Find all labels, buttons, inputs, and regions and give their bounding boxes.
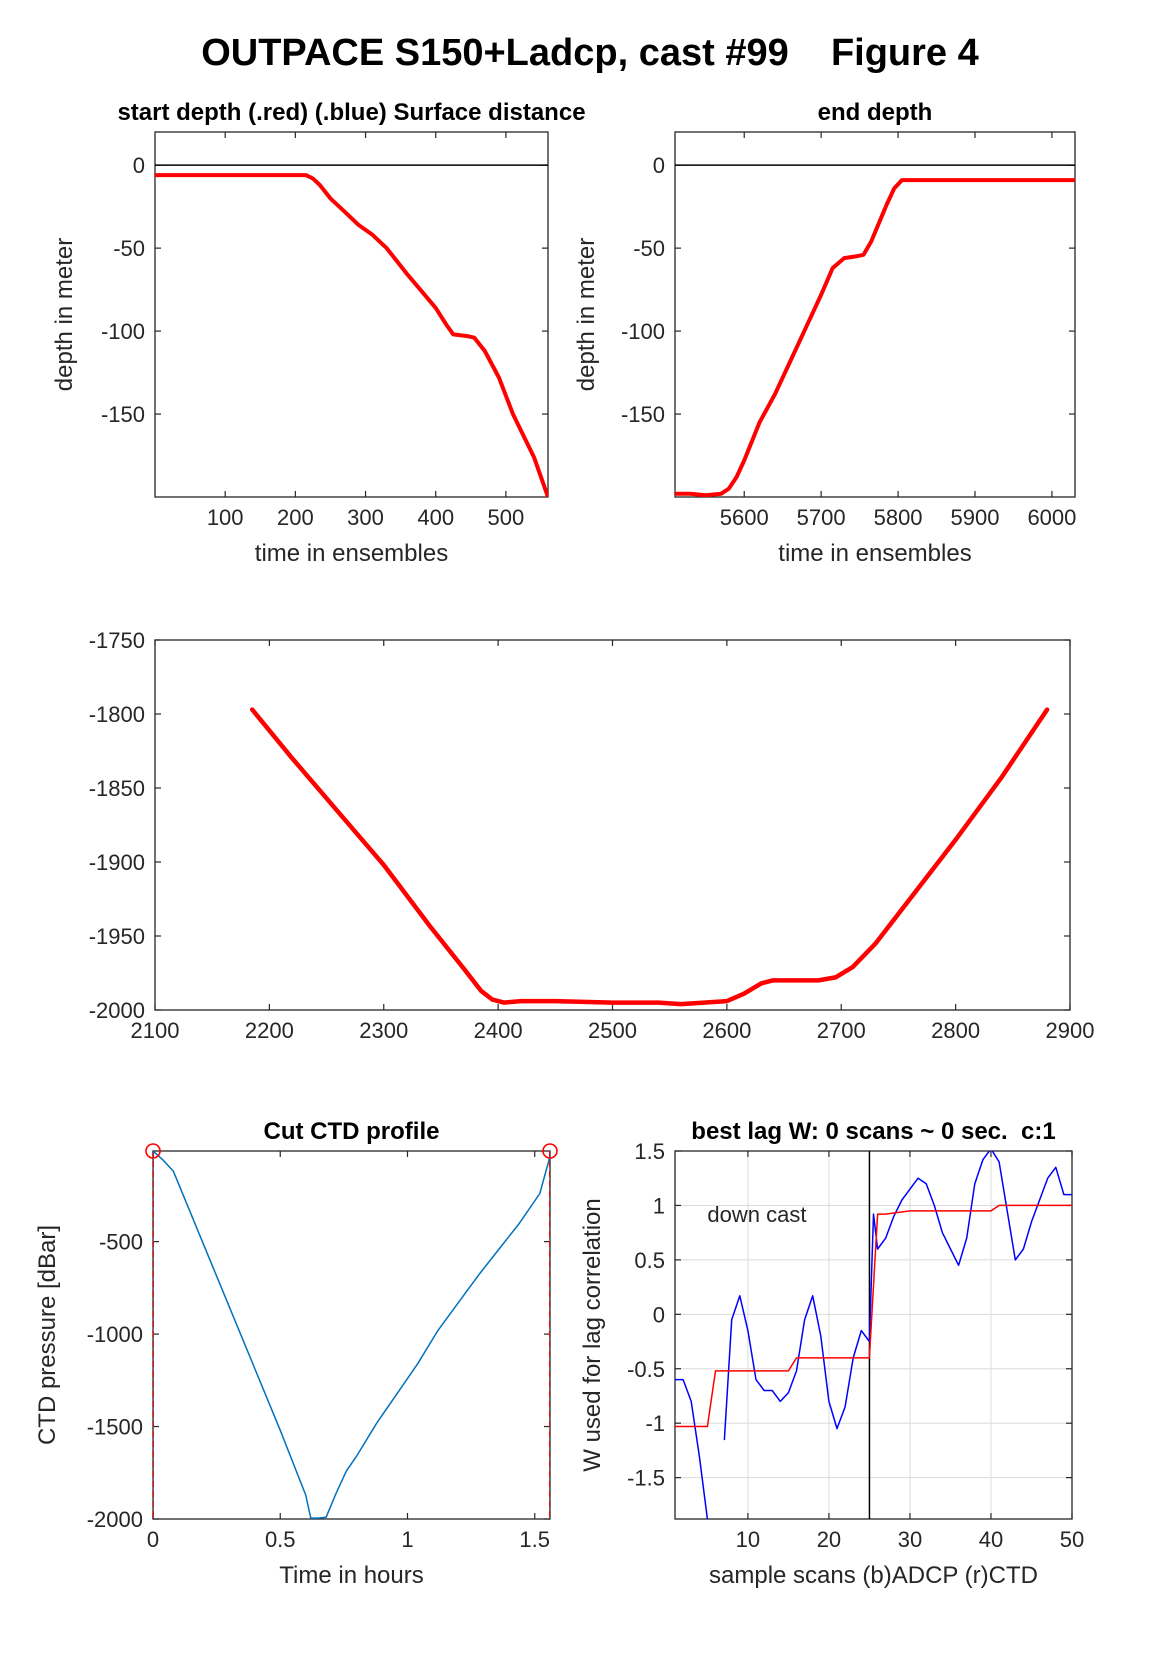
chart-start: 100 200 300 400 500 0 -50 -100 -150 start depth (… [51, 99, 586, 567]
y-tick-label: 1.5 [634, 1139, 665, 1164]
series-line-1 [155, 173, 548, 497]
y-tick-label: -1900 [89, 850, 145, 875]
series-line-1 [675, 1151, 1072, 1519]
x-axis-label: time in ensembles [255, 540, 448, 567]
x-tick-label: 2800 [931, 1018, 980, 1043]
axes-frame [674, 1150, 1073, 1520]
x-tick-label: 50 [1060, 1527, 1084, 1552]
y-tick-label: 0.5 [634, 1248, 665, 1273]
series-line-2 [675, 1204, 1072, 1428]
y-axis-label: depth in meter [573, 238, 600, 391]
chart-title: Cut CTD profile [264, 1118, 440, 1145]
chart-title: start depth (.red) (.blue) Surface dista… [117, 99, 585, 126]
y-tick-label: 0 [133, 153, 145, 178]
plot-area [675, 1151, 1072, 1519]
y-tick-label: -1500 [87, 1415, 143, 1440]
y-tick-label: -150 [101, 402, 145, 427]
x-tick-label: 0.5 [265, 1527, 296, 1552]
y-tick-label: -1800 [89, 702, 145, 727]
x-tick-label: 1.5 [519, 1527, 550, 1552]
x-tick-label: 2900 [1046, 1018, 1095, 1043]
y-tick-label: -500 [99, 1230, 143, 1255]
series-line-1 [675, 178, 1075, 497]
x-tick-label: 5600 [720, 505, 769, 530]
x-axis-label: Time in hours [279, 1562, 424, 1589]
x-tick-label: 20 [817, 1527, 841, 1552]
endpoint-marker [542, 1143, 558, 1159]
x-tick-label: 5700 [797, 505, 846, 530]
x-tick-label: 0 [147, 1527, 159, 1552]
y-tick-label: -100 [101, 319, 145, 344]
axes-frame [154, 639, 1071, 1011]
x-tick-label: 2400 [474, 1018, 523, 1043]
chart-lag: 10 20 30 40 50 1.5 1 0.5 0 -0.5 -1 -1.5 best lag W: … [579, 1118, 1084, 1589]
plot-area [249, 707, 1050, 1007]
figure-title: OUTPACE S150+Ladcp, cast #99 Figure 4 [201, 32, 979, 74]
plot-area [153, 1151, 550, 1519]
y-tick-label: -2000 [87, 1507, 143, 1532]
x-tick-label: 2200 [245, 1018, 294, 1043]
chart-title: best lag W: 0 scans ~ 0 sec. c:1 [691, 1118, 1055, 1145]
x-tick-label: 2700 [817, 1018, 866, 1043]
chart-bottom: 2100 2200 2300 2400 2500 2600 2700 2800 2900 -175… [89, 628, 1095, 1043]
y-tick-label: 1 [653, 1193, 665, 1218]
x-tick-label: 10 [736, 1527, 760, 1552]
y-tick-label: -0.5 [627, 1357, 665, 1382]
x-tick-label: 2600 [702, 1018, 751, 1043]
y-tick-label: -1000 [87, 1322, 143, 1347]
endpoint-marker [145, 1143, 161, 1159]
y-axis-label: W used for lag correlation [579, 1198, 606, 1471]
chart-title: end depth [818, 99, 933, 126]
x-tick-label: 30 [898, 1527, 922, 1552]
x-axis-label: sample scans (b)ADCP (r)CTD [709, 1562, 1038, 1589]
x-tick-label: 5800 [874, 505, 923, 530]
y-tick-label: -1850 [89, 776, 145, 801]
axes-frame [154, 131, 549, 498]
x-tick-label: 500 [488, 505, 525, 530]
x-tick-label: 2300 [359, 1018, 408, 1043]
y-tick-label: -50 [113, 236, 145, 261]
y-axis-label: CTD pressure [dBar] [34, 1225, 61, 1445]
x-tick-label: 5900 [951, 505, 1000, 530]
plot-area [675, 164, 1075, 497]
y-tick-label: 0 [653, 153, 665, 178]
x-tick-label: 1 [401, 1527, 413, 1552]
series-line-1 [153, 1151, 550, 1519]
x-tick-label: 40 [979, 1527, 1003, 1552]
y-tick-label: 0 [653, 1302, 665, 1327]
x-tick-label: 200 [277, 505, 314, 530]
x-tick-label: 2100 [131, 1018, 180, 1043]
y-tick-label: -50 [633, 236, 665, 261]
axes-frame [674, 131, 1076, 498]
plot-area [155, 164, 548, 497]
x-tick-label: 300 [347, 505, 384, 530]
chart-ctd: 0 0.5 1 1.5 -500 -1000 -1500 -2000 Cut CTD profi… [34, 1118, 558, 1589]
series-line-1 [249, 707, 1050, 1007]
x-tick-label: 400 [417, 505, 454, 530]
y-tick-label: -1750 [89, 628, 145, 653]
y-tick-label: -1.5 [627, 1466, 665, 1491]
y-tick-label: -2000 [89, 998, 145, 1023]
y-tick-label: -100 [621, 319, 665, 344]
x-tick-label: 2500 [588, 1018, 637, 1043]
x-tick-label: 100 [207, 505, 244, 530]
x-axis-label: time in ensembles [778, 540, 971, 567]
y-tick-label: -1950 [89, 924, 145, 949]
y-tick-label: -1 [645, 1411, 665, 1436]
chart-end: 5600 5700 5800 5900 6000 0 -50 -100 -150 end dept… [573, 99, 1076, 567]
y-axis-label: depth in meter [51, 238, 78, 391]
y-tick-label: -150 [621, 402, 665, 427]
x-tick-label: 6000 [1027, 505, 1076, 530]
annotation-label: down cast [707, 1202, 806, 1227]
